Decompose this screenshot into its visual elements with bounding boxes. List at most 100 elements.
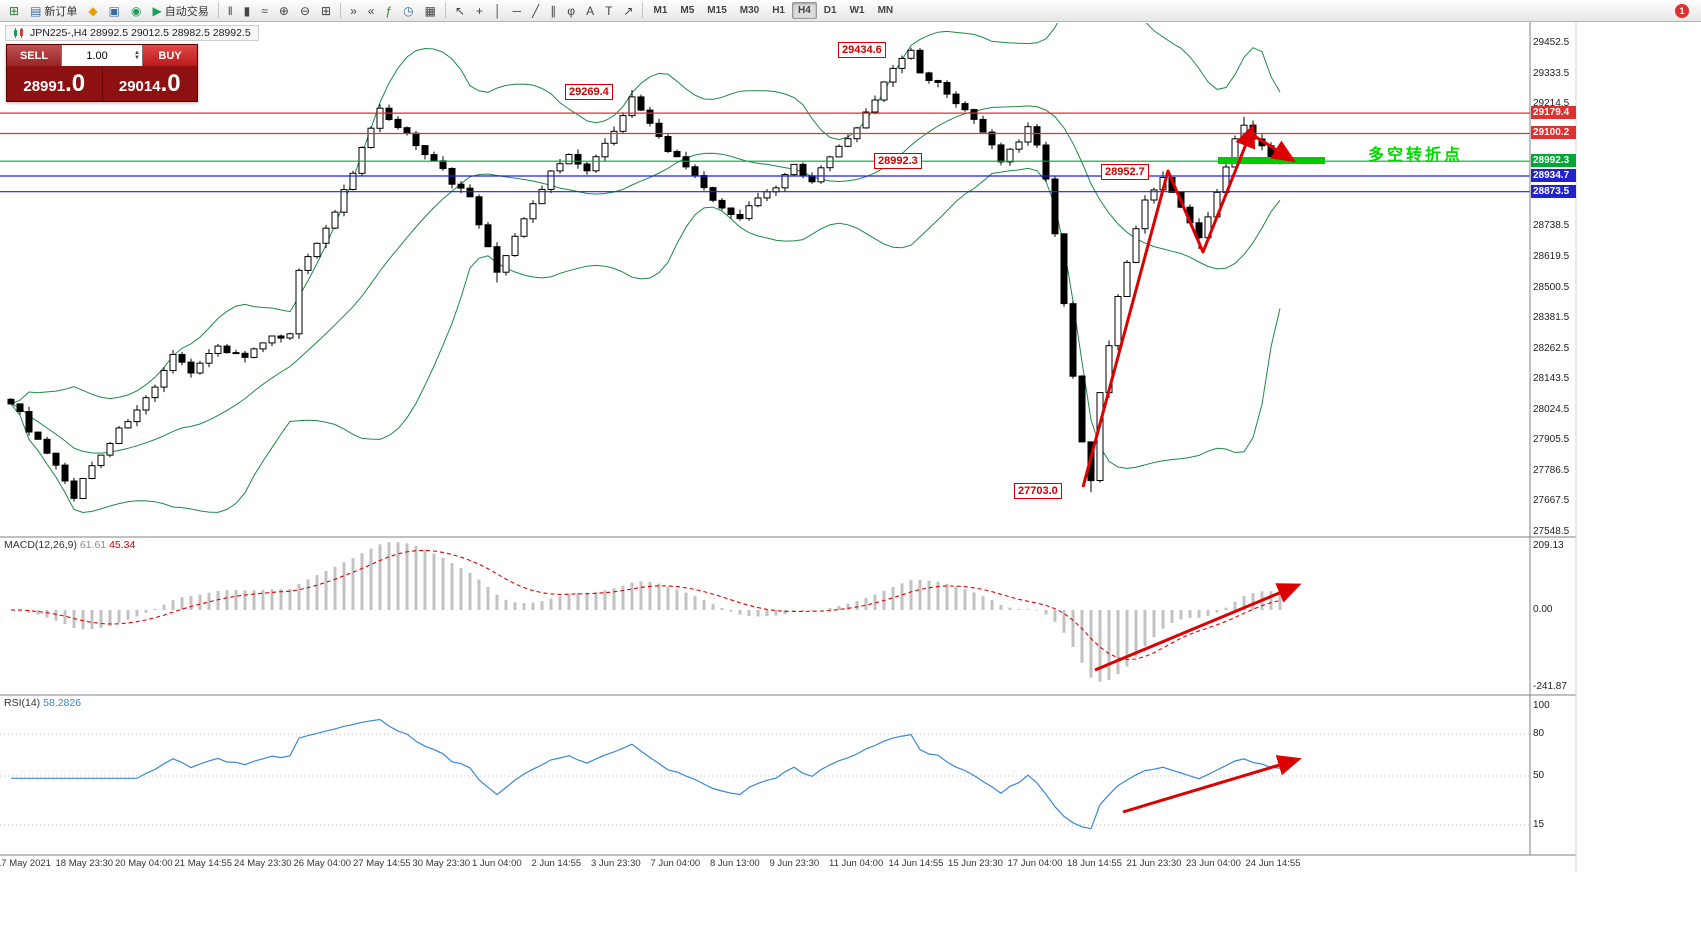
timeframe-m5-button[interactable]: M5 — [680, 5, 695, 16]
volume-down-icon[interactable]: ▼ — [134, 54, 140, 61]
support-highlight-bar — [1218, 157, 1325, 164]
buy-price[interactable]: 29014.0 — [101, 66, 198, 101]
volume-spinner: ▲ ▼ — [132, 49, 142, 61]
templates-button[interactable]: ▦ — [420, 2, 441, 20]
toolbar-separator — [642, 3, 644, 18]
chart-tab[interactable]: JPN225-,H4 28992.5 29012.5 28982.5 28992… — [5, 25, 259, 41]
profiles-button[interactable]: ▣ — [104, 2, 125, 20]
rsi-indicator-label: RSI(14) 58.2826 — [4, 697, 81, 709]
macd-arrow — [1094, 583, 1302, 672]
pullback-arrow — [1247, 130, 1297, 163]
macd-name: MACD(12,26,9) — [4, 539, 77, 551]
crosshair-icon: + — [476, 3, 484, 18]
crosshair-button[interactable]: + — [471, 2, 488, 20]
trendline-icon: ╱ — [532, 3, 540, 18]
timeframe-m30-button[interactable]: M30 — [739, 5, 760, 16]
rsi-value: 58.2826 — [43, 697, 82, 709]
timeframe-h4-button[interactable]: H4 — [792, 2, 817, 19]
chart-tab-title: JPN225-,H4 28992.5 29012.5 28982.5 28992… — [30, 27, 251, 39]
zoom-out-icon: ⊖ — [299, 3, 310, 18]
community-icon: ◉ — [130, 3, 142, 18]
chart-shift-icon: « — [367, 3, 375, 18]
tile-windows-icon: ⊞ — [321, 3, 332, 18]
buy-price-pips: .0 — [160, 70, 181, 97]
profiles-icon: ▣ — [108, 3, 120, 18]
buy-price-main: 29014 — [118, 78, 161, 95]
metaquotes-icon[interactable]: ◆ — [83, 2, 102, 20]
fibonacci-icon: φ — [567, 3, 576, 18]
sell-button[interactable]: SELL — [7, 45, 61, 66]
line-chart-button[interactable]: ≈ — [256, 2, 273, 20]
cursor-icon: ↖ — [454, 3, 466, 18]
horizontal-line-icon: ─ — [512, 3, 522, 18]
vertical-line-icon: │ — [494, 3, 502, 18]
cursor-button[interactable]: ↖ — [450, 2, 470, 20]
notification-badge[interactable]: 1 — [1675, 3, 1689, 18]
line-chart-icon: ≈ — [261, 3, 268, 18]
new-order-icon: ▤ — [30, 3, 42, 18]
timeframe-d1-button[interactable]: D1 — [823, 5, 837, 16]
horizontal-line-button[interactable]: ─ — [508, 2, 527, 20]
timeframe-w1-button[interactable]: W1 — [849, 5, 865, 16]
toolbar-separator — [444, 3, 446, 18]
auto-scroll-button[interactable]: » — [345, 2, 362, 20]
trend-arrow-main — [1081, 123, 1256, 488]
bar-chart-button[interactable]: ‖ — [223, 2, 238, 20]
zoom-in-button[interactable]: ⊕ — [274, 2, 294, 20]
auto-scroll-icon: » — [350, 3, 357, 18]
toolbar: ⊞ ▤ 新订单 ◆ ▣ ◉ ▶ 自动交易 ‖ ▮ ≈ ⊕ ⊖ ⊞ » « ƒ ◷ ▦ ↖ + │ ─ ╱ ∥ φ A T ↗ M1 M5 M1… — [0, 0, 1701, 22]
new-chart-icon: ⊞ — [9, 3, 20, 18]
sell-price-pips: .0 — [65, 70, 86, 97]
label-icon: T — [605, 3, 613, 18]
timeframe-h1-button[interactable]: H1 — [772, 5, 785, 16]
zoom-out-button[interactable]: ⊖ — [295, 2, 315, 20]
toolbar-separator — [217, 3, 219, 18]
candlestick-icon — [14, 27, 23, 38]
rsi-name: RSI(14) — [4, 697, 41, 709]
bar-chart-icon: ‖ — [227, 3, 233, 18]
zoom-in-icon: ⊕ — [278, 3, 289, 18]
buy-button[interactable]: BUY — [143, 45, 197, 66]
macd-signal-value: 45.34 — [109, 539, 136, 551]
templates-icon: ▦ — [424, 3, 436, 18]
volume-input[interactable] — [62, 49, 133, 62]
text-button[interactable]: A — [581, 2, 599, 20]
macd-indicator-label: MACD(12,26,9) 61.61 45.34 — [4, 539, 135, 551]
macd-main-value: 61.61 — [79, 539, 107, 551]
text-icon: A — [586, 3, 595, 18]
volume-up-icon[interactable]: ▲ — [134, 49, 140, 56]
indicators-icon: ƒ — [385, 3, 393, 18]
vertical-line-button[interactable]: │ — [489, 2, 507, 20]
tile-windows-button[interactable]: ⊞ — [316, 2, 336, 20]
timeframe-m1-button[interactable]: M1 — [653, 5, 668, 16]
channel-icon: ∥ — [550, 3, 557, 18]
rsi-arrow — [1122, 755, 1302, 814]
indicators-button[interactable]: ƒ — [380, 2, 397, 20]
autotrading-button-label: 自动交易 — [164, 5, 209, 18]
candlestick-chart-button[interactable]: ▮ — [239, 2, 256, 20]
periods-icon: ◷ — [403, 3, 414, 18]
new-order-button-label: 新订单 — [44, 5, 78, 18]
metaquotes-icon-icon: ◆ — [88, 3, 98, 18]
sell-price[interactable]: 28991.0 — [7, 66, 102, 101]
autotrading-button[interactable]: ▶ 自动交易 — [147, 2, 213, 20]
autotrading-icon: ▶ — [152, 3, 162, 18]
channel-button[interactable]: ∥ — [545, 2, 561, 20]
community-button[interactable]: ◉ — [126, 2, 146, 20]
new-chart-button[interactable]: ⊞ — [4, 2, 24, 20]
fibonacci-button[interactable]: φ — [562, 2, 580, 20]
timeframe-m15-button[interactable]: M15 — [707, 5, 727, 16]
periods-button[interactable]: ◷ — [398, 2, 418, 20]
new-order-button[interactable]: ▤ 新订单 — [25, 2, 82, 20]
toolbar-separator — [340, 3, 342, 18]
arrows-button[interactable]: ↗ — [618, 2, 638, 20]
arrows-icon: ↗ — [623, 3, 634, 18]
volume-field: ▲ ▼ — [61, 45, 143, 66]
candlestick-chart-icon: ▮ — [243, 3, 251, 18]
one-click-trade-panel: SELL ▲ ▼ BUY 28991.0 29014.0 — [6, 44, 198, 102]
label-button[interactable]: T — [600, 2, 617, 20]
chart-shift-button[interactable]: « — [363, 2, 380, 20]
trendline-button[interactable]: ╱ — [527, 2, 544, 20]
timeframe-mn-button[interactable]: MN — [877, 5, 894, 16]
